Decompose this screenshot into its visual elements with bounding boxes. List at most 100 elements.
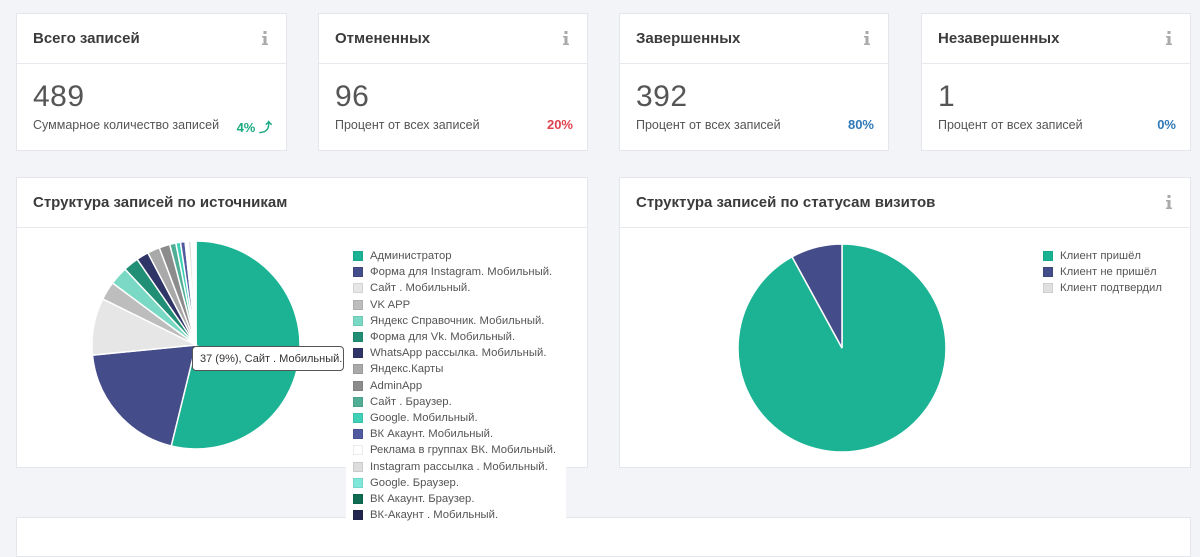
legend-swatch bbox=[353, 412, 363, 423]
legend-label: Клиент не пришёл bbox=[1060, 266, 1157, 279]
stat-card-completed: Завершенных 392 Процент от всех записей … bbox=[619, 13, 889, 151]
stat-subtitle: Процент от всех записей bbox=[938, 118, 1083, 132]
legend-item-0-0[interactable]: Администратор bbox=[353, 248, 556, 264]
legend-swatch bbox=[353, 445, 363, 456]
legend-item-0-4[interactable]: Яндекс Справочник. Мобильный. bbox=[353, 313, 556, 329]
legend-item-0-3[interactable]: VK APP bbox=[353, 297, 556, 313]
stat-card-cancelled: Отмененных 96 Процент от всех записей 20… bbox=[318, 13, 588, 151]
legend-item-0-12[interactable]: Реклама в группах ВК. Мобильный. bbox=[353, 442, 556, 458]
stat-value: 1 bbox=[938, 80, 956, 113]
stat-percent: 4% ⤴ bbox=[237, 117, 272, 136]
info-icon[interactable] bbox=[561, 30, 571, 47]
legend-swatch bbox=[1043, 251, 1053, 262]
bottom-panel bbox=[16, 517, 1191, 557]
legend-swatch bbox=[353, 493, 363, 504]
info-icon[interactable] bbox=[260, 30, 270, 47]
stat-subtitle: Процент от всех записей bbox=[335, 118, 480, 132]
info-icon[interactable] bbox=[1164, 30, 1174, 47]
legend-item-1-1[interactable]: Клиент не пришёл bbox=[1043, 264, 1162, 280]
info-icon[interactable] bbox=[862, 30, 872, 47]
legend-item-1-0[interactable]: Клиент пришёл bbox=[1043, 248, 1162, 264]
legend-label: Яндекс.Карты bbox=[370, 363, 444, 376]
legend-item-1-2[interactable]: Клиент подтвердил bbox=[1043, 280, 1162, 296]
legend-label: Клиент пришёл bbox=[1060, 250, 1141, 263]
card-header: Структура записей по статусам визитов bbox=[620, 178, 1190, 228]
legend-item-0-10[interactable]: Google. Мобильный. bbox=[353, 410, 556, 426]
legend-label: ВК-Акаунт . Мобильный. bbox=[370, 509, 499, 522]
stat-percent-value: 4% bbox=[236, 120, 256, 135]
legend-swatch bbox=[353, 332, 363, 343]
chart-tooltip: 37 (9%), Сайт . Мобильный. bbox=[192, 346, 344, 371]
legend-label: Форма для Vk. Мобильный. bbox=[370, 331, 516, 344]
legend-swatch bbox=[353, 348, 363, 359]
card-title: Незавершенных bbox=[938, 30, 1060, 47]
legend-label: Google. Браузер. bbox=[370, 476, 459, 489]
legend-label: Сайт . Браузер. bbox=[370, 395, 452, 408]
legend-label: Клиент подтвердил bbox=[1060, 282, 1162, 295]
legend-swatch bbox=[353, 477, 363, 488]
card-header: Всего записей bbox=[17, 14, 286, 64]
pie-slice-0-16[interactable] bbox=[193, 240, 197, 346]
stat-card-incomplete: Незавершенных 1 Процент от всех записей … bbox=[921, 13, 1191, 151]
card-header: Структура записей по источникам bbox=[17, 178, 587, 228]
statuses-legend: Клиент пришёл Клиент не пришёл Клиент подт… bbox=[1043, 248, 1162, 297]
legend-item-0-2[interactable]: Сайт . Мобильный. bbox=[353, 280, 556, 296]
info-icon[interactable] bbox=[1164, 194, 1174, 211]
legend-swatch bbox=[353, 396, 363, 407]
legend-item-0-13[interactable]: Instagram рассылка . Мобильный. bbox=[353, 458, 556, 474]
card-header: Завершенных bbox=[620, 14, 888, 64]
legend-swatch bbox=[353, 251, 363, 262]
legend-item-0-6[interactable]: WhatsApp рассылка. Мобильный. bbox=[353, 345, 556, 361]
card-title: Завершенных bbox=[636, 30, 741, 47]
legend-swatch bbox=[353, 299, 363, 310]
card-title: Отмененных bbox=[335, 30, 431, 47]
legend-item-0-1[interactable]: Форма для Instagram. Мобильный. bbox=[353, 264, 556, 280]
stat-percent: 80% bbox=[847, 117, 874, 132]
pie-slice-1-0[interactable] bbox=[737, 243, 947, 453]
legend-swatch bbox=[353, 429, 363, 440]
legend-item-0-14[interactable]: Google. Браузер. bbox=[353, 475, 556, 491]
legend-label: ВК Акаунт. Браузер. bbox=[370, 492, 475, 505]
legend-item-0-9[interactable]: Сайт . Браузер. bbox=[353, 394, 556, 410]
legend-item-0-5[interactable]: Форма для Vk. Мобильный. bbox=[353, 329, 556, 345]
stat-subtitle: Суммарное количество записей bbox=[33, 118, 220, 132]
legend-label: Администратор bbox=[370, 250, 452, 263]
legend-label: Яндекс Справочник. Мобильный. bbox=[370, 314, 545, 327]
pie-slice-0-1[interactable] bbox=[91, 344, 197, 447]
stat-card-total: Всего записей 489 Суммарное количество з… bbox=[16, 13, 287, 151]
stat-value: 489 bbox=[33, 80, 85, 113]
legend-swatch bbox=[353, 267, 363, 278]
legend-swatch bbox=[353, 364, 363, 375]
legend-label: Instagram рассылка . Мобильный. bbox=[370, 460, 548, 473]
legend-swatch bbox=[353, 315, 363, 326]
legend-item-0-11[interactable]: ВК Акаунт. Мобильный. bbox=[353, 426, 556, 442]
sources-legend: Администратор Форма для Instagram. Мобиль… bbox=[353, 248, 556, 523]
legend-swatch bbox=[353, 283, 363, 294]
legend-label: Google. Мобильный. bbox=[370, 411, 478, 424]
trend-up-icon: ⤴ bbox=[258, 120, 272, 135]
stat-value: 96 bbox=[335, 80, 370, 113]
legend-item-0-15[interactable]: ВК Акаунт. Браузер. bbox=[353, 491, 556, 507]
card-header: Отмененных bbox=[319, 14, 587, 64]
pie-slice-1-1[interactable] bbox=[791, 243, 843, 349]
card-header: Незавершенных bbox=[922, 14, 1190, 64]
sources-legend-box bbox=[346, 248, 566, 538]
legend-label: WhatsApp рассылка. Мобильный. bbox=[370, 347, 547, 360]
legend-swatch bbox=[353, 380, 363, 391]
legend-swatch bbox=[353, 461, 363, 472]
panel-title: Структура записей по статусам визитов bbox=[636, 194, 936, 211]
legend-item-0-7[interactable]: Яндекс.Карты bbox=[353, 361, 556, 377]
stat-percent: 20% bbox=[546, 117, 573, 132]
legend-label: Реклама в группах ВК. Мобильный. bbox=[370, 444, 557, 457]
sources-pie-chart bbox=[91, 240, 301, 449]
legend-item-0-16[interactable]: ВК-Акаунт . Мобильный. bbox=[353, 507, 556, 523]
legend-swatch bbox=[1043, 283, 1053, 294]
stat-percent: 0% bbox=[1157, 117, 1176, 132]
card-title: Всего записей bbox=[33, 30, 140, 47]
stat-subtitle: Процент от всех записей bbox=[636, 118, 781, 132]
legend-label: AdminApp bbox=[370, 379, 423, 392]
statuses-pie-chart bbox=[737, 243, 947, 453]
legend-label: VK APP bbox=[370, 298, 411, 311]
legend-label: Сайт . Мобильный. bbox=[370, 282, 471, 295]
legend-item-0-8[interactable]: AdminApp bbox=[353, 378, 556, 394]
